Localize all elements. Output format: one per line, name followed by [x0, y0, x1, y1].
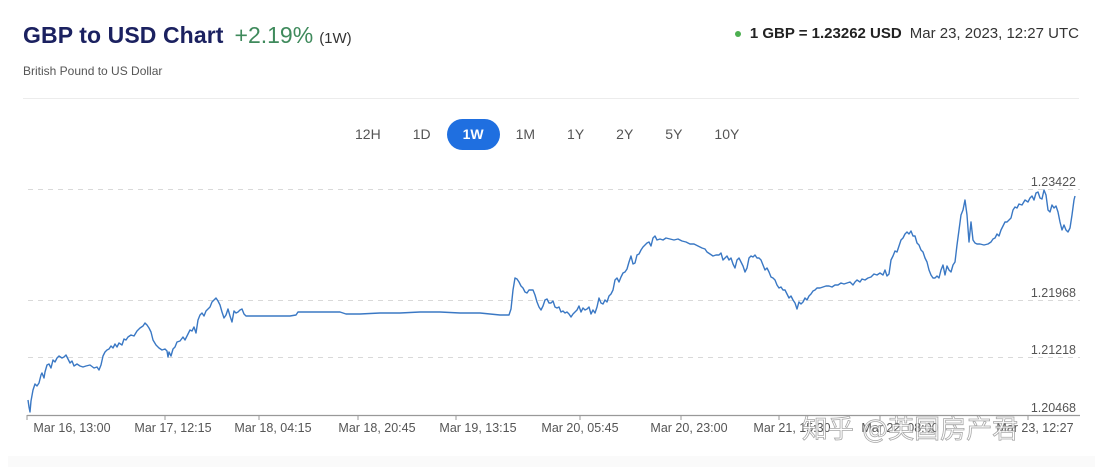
- change-period: (1W): [319, 30, 352, 47]
- x-tick: Mar 22, 08:00: [861, 421, 938, 435]
- x-tick: Mar 18, 04:15: [234, 421, 311, 435]
- tab-1m[interactable]: 1M: [515, 126, 536, 142]
- rate-value: 1 GBP = 1.23262 USD: [749, 25, 902, 42]
- tab-2y[interactable]: 2Y: [616, 126, 634, 142]
- title-row: GBP to USD Chart +2.19% (1W): [23, 22, 352, 49]
- x-tick: Mar 23, 12:27: [996, 421, 1073, 435]
- period-tabs: 12H 1D 1W 1M 1Y 2Y 5Y 10Y: [339, 119, 755, 150]
- price-line: [27, 189, 1076, 413]
- tab-1y[interactable]: 1Y: [567, 126, 585, 142]
- live-status-dot-icon: [734, 30, 741, 37]
- x-tick: Mar 20, 23:00: [650, 421, 727, 435]
- footer-strip: [8, 456, 1095, 467]
- watermark: 知乎 @英国房产君: [802, 415, 1018, 445]
- tab-10y[interactable]: 10Y: [714, 126, 740, 142]
- page-subtitle: British Pound to US Dollar: [23, 64, 163, 78]
- x-tick: Mar 19, 13:15: [439, 421, 516, 435]
- x-tick: Mar 16, 13:00: [33, 421, 110, 435]
- y-axis-labels: 1.23422 1.21968 1.21218 1.20468: [1031, 175, 1076, 415]
- x-tick: Mar 17, 12:15: [134, 421, 211, 435]
- y-tick: 1.20468: [1031, 401, 1076, 415]
- tab-1w[interactable]: 1W: [446, 119, 500, 150]
- x-tick: Mar 21, 15:30: [753, 421, 830, 435]
- current-rate: 1 GBP = 1.23262 USD Mar 23, 2023, 12:27 …: [734, 25, 1079, 42]
- header-divider: [23, 98, 1079, 99]
- tab-1d[interactable]: 1D: [412, 126, 431, 142]
- grid-lines: [28, 189, 1080, 358]
- change-percent: +2.19%: [234, 22, 314, 48]
- tab-5y[interactable]: 5Y: [665, 126, 683, 142]
- x-tick: Mar 18, 20:45: [338, 421, 415, 435]
- tab-12h[interactable]: 12H: [355, 126, 381, 142]
- y-tick: 1.21218: [1031, 343, 1076, 357]
- x-tick: Mar 20, 05:45: [541, 421, 618, 435]
- y-tick: 1.21968: [1031, 286, 1076, 300]
- y-tick: 1.23422: [1031, 175, 1076, 189]
- page-title: GBP to USD Chart: [23, 22, 224, 48]
- x-axis: Mar 16, 13:00 Mar 17, 12:15 Mar 18, 04:1…: [26, 414, 1080, 435]
- rate-timestamp: Mar 23, 2023, 12:27 UTC: [909, 25, 1079, 42]
